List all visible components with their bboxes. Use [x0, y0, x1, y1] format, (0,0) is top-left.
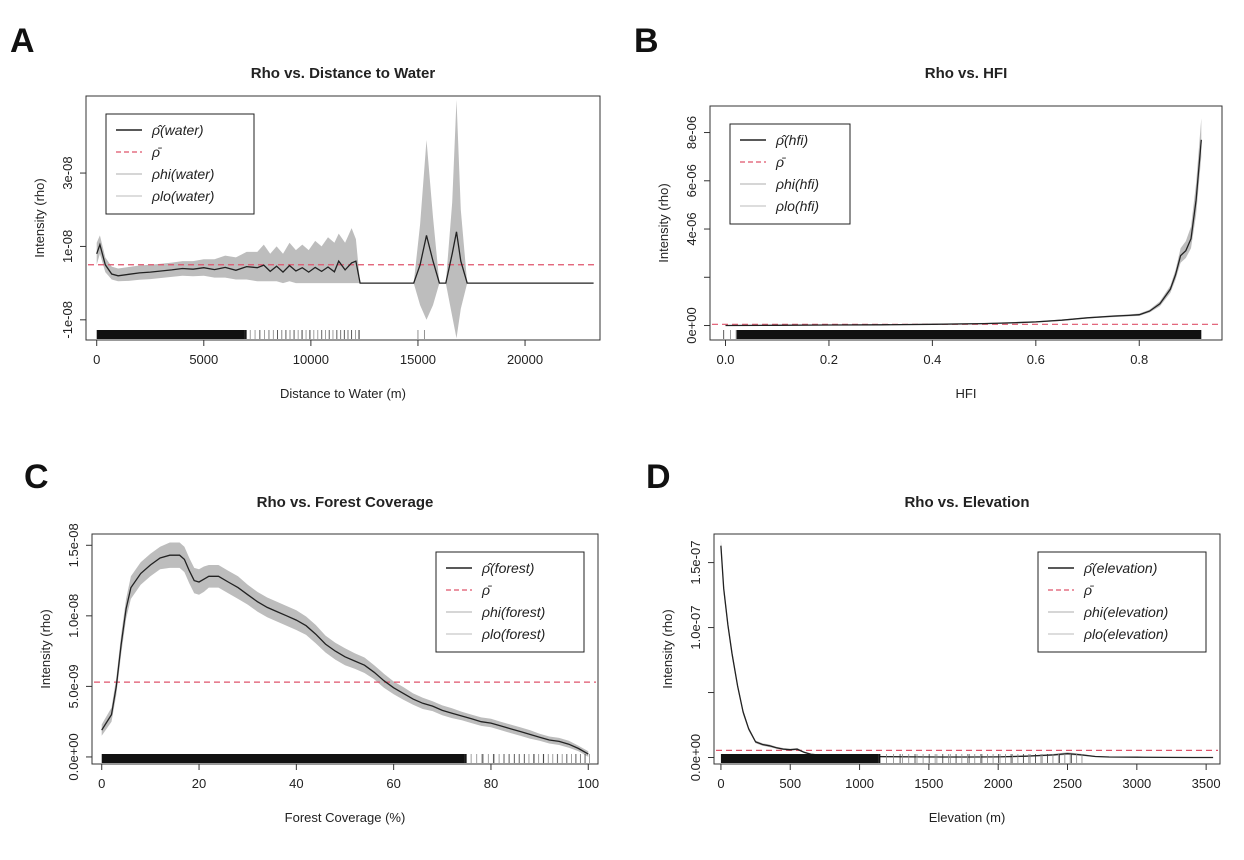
x-tick-label-c: 40 — [289, 776, 303, 791]
x-tick-label-a: 5000 — [189, 352, 218, 367]
rho-hat-line-b — [725, 139, 1202, 327]
x-tick-label-c: 60 — [386, 776, 400, 791]
legend-entry-c: ρhi(forest) — [481, 604, 545, 620]
chart-title-b: Rho vs. HFI — [925, 65, 1008, 82]
rug-dense-a — [96, 330, 247, 339]
x-tick-label-a: 20000 — [507, 352, 543, 367]
confidence-band-c — [101, 542, 589, 757]
legend-entry-a: ρ̂(water) — [151, 122, 204, 138]
panel-d: D Rho vs. Elevation 0 500 1000 1500 2000 2500 3… — [622, 430, 1244, 860]
y-axis-label-c: Intensity (rho) — [38, 609, 53, 688]
y-tick-label-c: 1.0e-08 — [66, 594, 81, 638]
x-tick-label-d: 500 — [779, 776, 801, 791]
y-tick-label-a: -1e-08 — [60, 301, 75, 339]
y-tick-label-b: 0e+00 — [684, 307, 699, 344]
plot-frame-b — [709, 105, 1223, 341]
rug-sparse-a — [244, 330, 360, 339]
x-tick-label-a: 10000 — [293, 352, 329, 367]
chart-title-a: Rho vs. Distance to Water — [251, 65, 436, 82]
x-tick-label-a: 15000 — [400, 352, 436, 367]
y-tick-label-d: 1.0e-07 — [688, 606, 703, 650]
y-tick-label-b: 8e-06 — [684, 116, 699, 149]
panel-letter-d: D — [646, 458, 671, 496]
rug-sparse-b — [723, 330, 737, 339]
legend-entry-d: ρ̄ — [1083, 582, 1094, 598]
y-tick-label-a: 1e-08 — [60, 230, 75, 263]
rug-dense-d — [720, 754, 881, 763]
rug-sparse-c — [464, 754, 590, 763]
rug-dense-c — [101, 754, 467, 763]
y-tick-label-c: 1.5e-08 — [66, 523, 81, 567]
legend-entry-d: ρhi(elevation) — [1083, 604, 1168, 620]
chart-c-svg: Rho vs. Forest Coverage 0 20 40 60 80 100 0.0e+… — [38, 494, 599, 825]
chart-title-d: Rho vs. Elevation — [904, 494, 1029, 511]
y-tick-label-c: 0.0e+00 — [66, 733, 81, 780]
panel-c: C Rho vs. Forest Coverage 0 20 40 60 80 100 0.0… — [0, 430, 622, 860]
legend-entry-b: ρ̂(hfi) — [775, 132, 808, 148]
x-axis-label-d: Elevation (m) — [929, 810, 1006, 825]
legend-entry-c: ρ̂(forest) — [481, 560, 534, 576]
x-tick-label-b: 0.0 — [716, 352, 734, 367]
panel-b: B Rho vs. HFI 0.0 0.2 0.4 0.6 0.8 0e+00 4e-06 6e… — [622, 0, 1244, 430]
x-axis-label-b: HFI — [956, 386, 977, 401]
x-tick-label-b: 0.6 — [1027, 352, 1045, 367]
x-axis-label-c: Forest Coverage (%) — [285, 810, 406, 825]
x-tick-label-d: 2000 — [984, 776, 1013, 791]
y-tick-label-b: 6e-06 — [684, 164, 699, 197]
chart-d-svg: Rho vs. Elevation 0 500 1000 1500 2000 2500 300… — [660, 494, 1221, 825]
y-tick-label-d: 0.0e+00 — [688, 734, 703, 781]
panel-letter-c: C — [24, 458, 49, 496]
x-tick-label-b: 0.8 — [1130, 352, 1148, 367]
y-tick-label-a: 3e-08 — [60, 156, 75, 189]
legend-entry-a: ρlo(water) — [151, 188, 214, 204]
x-tick-label-a: 0 — [93, 352, 100, 367]
x-tick-label-c: 0 — [98, 776, 105, 791]
chart-a-svg: Rho vs. Distance to Water 0 5000 10000 15000… — [32, 65, 601, 401]
y-tick-label-d: 1.5e-07 — [688, 541, 703, 585]
x-tick-label-d: 3500 — [1192, 776, 1221, 791]
y-axis-label-a: Intensity (rho) — [32, 178, 47, 257]
rho-hat-line-c — [101, 554, 589, 755]
x-tick-label-c: 20 — [192, 776, 206, 791]
y-axis-label-b: Intensity (rho) — [656, 183, 671, 262]
legend-entry-d: ρ̂(elevation) — [1083, 560, 1157, 576]
legend-entry-b: ρhi(hfi) — [775, 176, 819, 192]
x-tick-label-c: 100 — [577, 776, 599, 791]
chart-b-svg: Rho vs. HFI 0.0 0.2 0.4 0.6 0.8 0e+00 4e-06 6e-0… — [656, 65, 1223, 401]
x-tick-label-d: 2500 — [1053, 776, 1082, 791]
x-tick-label-d: 3000 — [1122, 776, 1151, 791]
panel-letter-a: A — [10, 22, 35, 60]
plot-frame-d — [713, 533, 1221, 765]
panel-letter-b: B — [634, 22, 659, 60]
legend-entry-b: ρlo(hfi) — [775, 198, 819, 214]
y-axis-label-d: Intensity (rho) — [660, 609, 675, 688]
legend-entry-c: ρ̄ — [481, 582, 492, 598]
y-tick-label-c: 5.0e-09 — [66, 664, 81, 708]
x-axis-label-a: Distance to Water (m) — [280, 386, 406, 401]
panel-a: A Rho vs. Distance to Water 0 5000 10000 150… — [0, 0, 622, 430]
x-tick-label-d: 1500 — [914, 776, 943, 791]
rug-dense-b — [735, 330, 1202, 339]
x-tick-label-d: 1000 — [845, 776, 874, 791]
legend-entry-b: ρ̄ — [775, 154, 786, 170]
rho-hat-line-a — [96, 231, 594, 284]
plot-frame-a — [85, 95, 601, 341]
x-tick-label-b: 0.4 — [923, 352, 941, 367]
rug-sparse-d — [878, 754, 1083, 763]
legend-entry-c: ρlo(forest) — [481, 626, 545, 642]
legend-entry-a: ρ̄ — [151, 144, 162, 160]
legend-entry-a: ρhi(water) — [151, 166, 214, 182]
y-tick-label-b: 4e-06 — [684, 212, 699, 245]
plot-frame-c — [91, 533, 599, 765]
legend-entry-d: ρlo(elevation) — [1083, 626, 1168, 642]
x-tick-label-d: 0 — [717, 776, 724, 791]
x-tick-label-b: 0.2 — [820, 352, 838, 367]
chart-title-c: Rho vs. Forest Coverage — [257, 494, 434, 511]
x-tick-label-c: 80 — [484, 776, 498, 791]
